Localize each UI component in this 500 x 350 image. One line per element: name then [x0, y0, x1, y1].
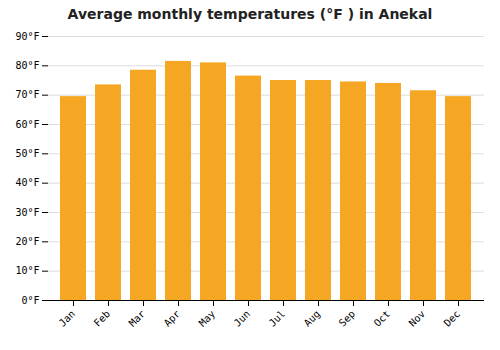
- svg-text:70°F: 70°F: [15, 89, 39, 100]
- svg-text:50°F: 50°F: [15, 148, 39, 159]
- svg-text:Apr: Apr: [162, 308, 183, 329]
- svg-text:May: May: [197, 308, 218, 329]
- svg-text:40°F: 40°F: [15, 177, 39, 188]
- svg-text:Jan: Jan: [57, 308, 78, 329]
- svg-text:60°F: 60°F: [15, 119, 39, 130]
- svg-text:Jun: Jun: [232, 308, 253, 329]
- svg-text:20°F: 20°F: [15, 236, 39, 247]
- svg-text:Aug: Aug: [302, 308, 323, 329]
- svg-text:Oct: Oct: [372, 308, 393, 329]
- svg-text:Feb: Feb: [92, 308, 113, 329]
- svg-text:Sep: Sep: [337, 308, 358, 329]
- svg-text:Nov: Nov: [407, 308, 428, 329]
- html-text:Average monthly temperatures (: Average monthly temperatures (°F ) in An…: [67, 6, 433, 22]
- svg-text:90°F: 90°F: [15, 31, 39, 42]
- svg-text:Jul: Jul: [267, 308, 288, 329]
- svg-text:80°F: 80°F: [15, 60, 39, 71]
- svg-text:Mar: Mar: [127, 308, 148, 329]
- svg-text:Dec: Dec: [442, 308, 463, 329]
- svg-text:0°F: 0°F: [21, 295, 39, 306]
- svg-text:30°F: 30°F: [15, 207, 39, 218]
- svg-text:10°F: 10°F: [15, 265, 39, 276]
